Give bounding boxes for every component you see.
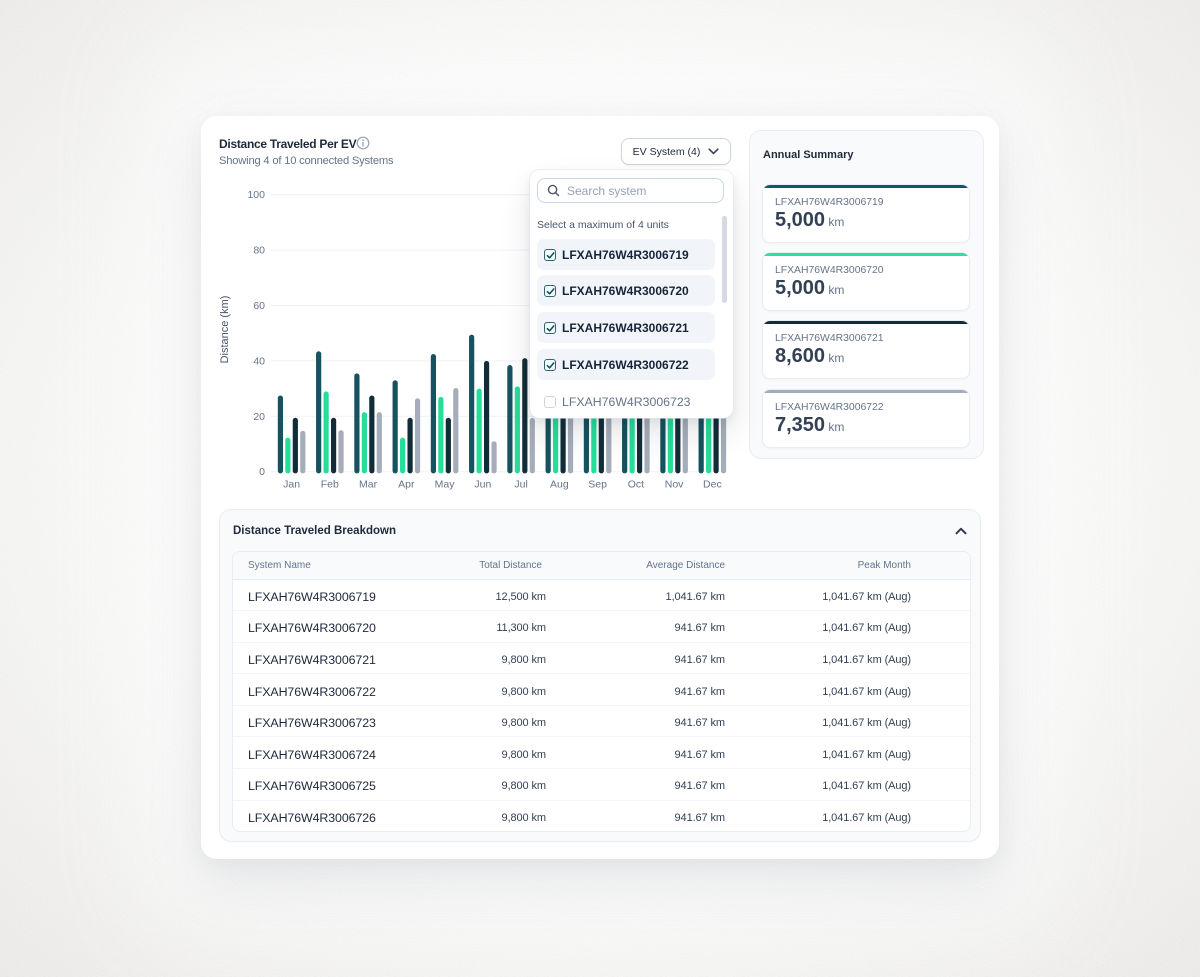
- svg-text:Distance (km): Distance (km): [219, 296, 231, 364]
- svg-text:Oct: Oct: [628, 479, 644, 491]
- svg-text:Aug: Aug: [550, 479, 569, 491]
- svg-text:Feb: Feb: [321, 479, 339, 491]
- svg-text:100: 100: [247, 189, 265, 201]
- svg-text:Jan: Jan: [283, 479, 300, 491]
- svg-text:Nov: Nov: [665, 479, 684, 491]
- svg-text:Jul: Jul: [514, 479, 527, 491]
- svg-text:0: 0: [259, 466, 265, 478]
- svg-text:Jun: Jun: [474, 479, 491, 491]
- svg-text:Mar: Mar: [359, 479, 378, 491]
- svg-text:Sep: Sep: [588, 479, 607, 491]
- svg-text:May: May: [435, 479, 456, 491]
- svg-text:60: 60: [253, 300, 265, 312]
- svg-text:80: 80: [253, 245, 265, 257]
- svg-text:40: 40: [253, 355, 265, 367]
- svg-text:Apr: Apr: [398, 479, 415, 491]
- svg-text:Dec: Dec: [703, 479, 722, 491]
- svg-text:20: 20: [253, 411, 265, 423]
